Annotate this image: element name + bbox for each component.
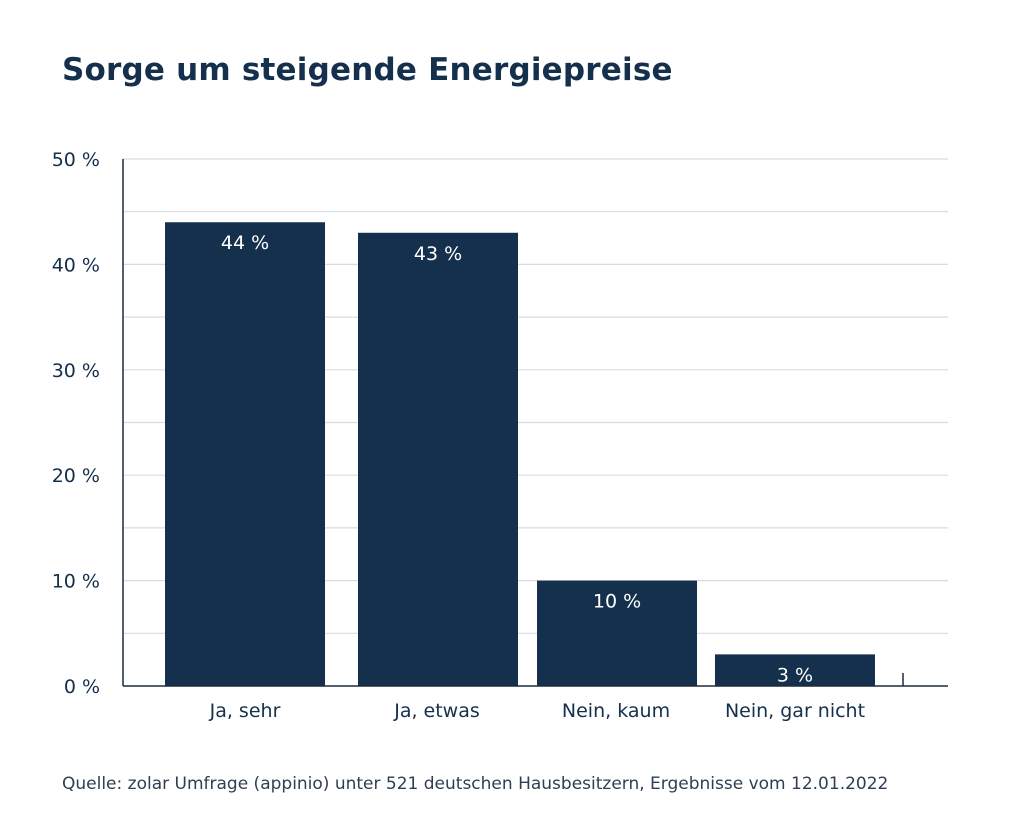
- y-tick-label: 10 %: [52, 571, 100, 593]
- x-tick-label: Nein, kaum: [562, 700, 670, 722]
- x-tick-label: Ja, sehr: [209, 700, 281, 722]
- bar-value-label: 44 %: [221, 232, 269, 254]
- axis-layer: 0 % 10 % 20 % 30 % 40 % 50 %: [52, 149, 948, 698]
- y-tick-label: 50 %: [52, 149, 100, 171]
- bar-value-label: 3 %: [777, 664, 813, 686]
- chart-title: Sorge um steigende Energiepreise: [62, 52, 673, 88]
- bar-value-label: 10 %: [593, 591, 641, 613]
- bar-value-label: 43 %: [414, 243, 462, 265]
- y-tick-label: 20 %: [52, 465, 100, 487]
- y-tick-label: 0 %: [64, 676, 100, 698]
- bar: [715, 654, 875, 686]
- bar: [165, 222, 325, 687]
- x-tick-label: Nein, gar nicht: [725, 700, 865, 722]
- bar: [537, 580, 697, 686]
- bar-layer: [165, 222, 875, 687]
- source-note: Quelle: zolar Umfrage (appinio) unter 52…: [62, 774, 889, 794]
- y-tick-label: 30 %: [52, 360, 100, 382]
- bar: [358, 232, 518, 686]
- x-tick-label: Ja, etwas: [393, 700, 480, 722]
- bar-chart: 0 % 10 % 20 % 30 % 40 % 50 % 44 % Ja, sehr 43 %…: [52, 149, 948, 722]
- y-tick-label: 40 %: [52, 254, 100, 276]
- label-layer: 44 % Ja, sehr 43 % Ja, etwas 10 % Nein, kaum 3…: [209, 232, 865, 722]
